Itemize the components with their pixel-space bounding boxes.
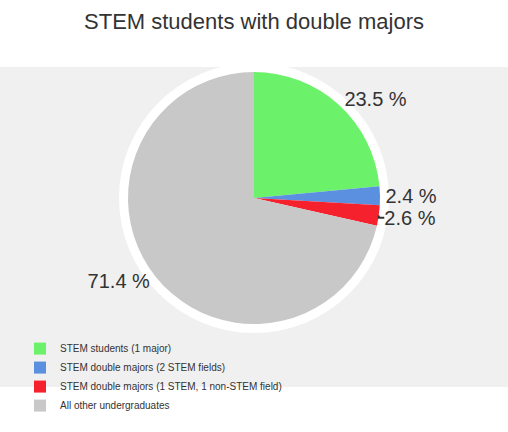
svg-text:STEM students with double majo: STEM students with double majors xyxy=(84,9,424,34)
svg-text:2.6 %: 2.6 % xyxy=(384,207,435,229)
svg-text:All other undergraduates: All other undergraduates xyxy=(60,400,170,411)
svg-text:71.4 %: 71.4 % xyxy=(88,270,150,292)
svg-text:STEM double majors (2 STEM fie: STEM double majors (2 STEM fields) xyxy=(60,362,225,373)
svg-text:STEM double majors (1 STEM, 1: STEM double majors (1 STEM, 1 non-STEM f… xyxy=(60,381,282,392)
svg-text:23.5 %: 23.5 % xyxy=(344,88,406,110)
svg-text:2.4 %: 2.4 % xyxy=(385,185,436,207)
svg-text:STEM students (1 major): STEM students (1 major) xyxy=(60,343,171,354)
